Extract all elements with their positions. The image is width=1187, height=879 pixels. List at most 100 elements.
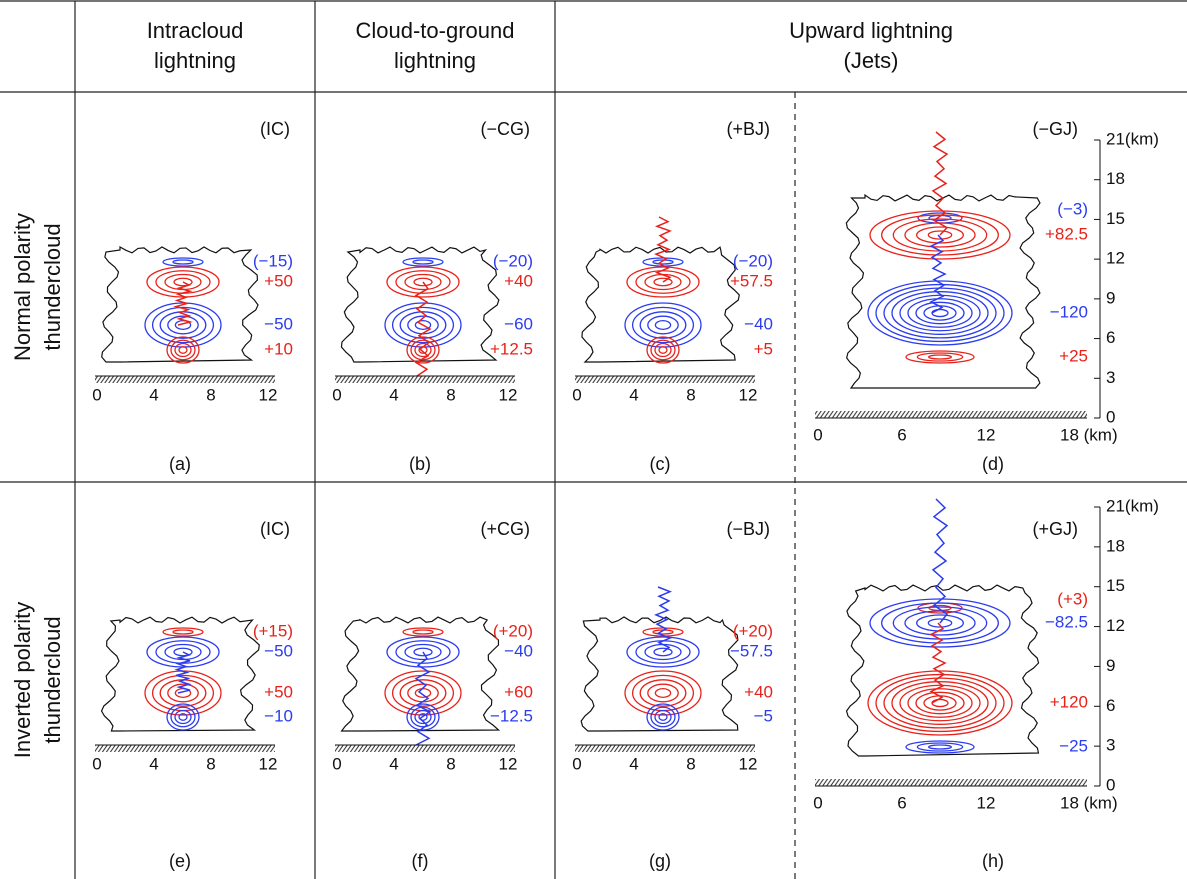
row-header: Inverted polarity xyxy=(10,602,35,759)
charge-contour xyxy=(932,699,948,706)
y-tick-label: 9 xyxy=(1106,288,1115,307)
ground-hatch xyxy=(335,745,515,752)
charge-contour xyxy=(175,344,191,357)
x-tick-label: 12 xyxy=(739,754,758,773)
charge-contour xyxy=(625,671,701,715)
charge-contour xyxy=(900,295,980,331)
panel-caption: (b) xyxy=(409,454,431,474)
charge-label: (+20) xyxy=(493,621,533,640)
charge-contour xyxy=(876,285,1004,342)
ground-hatch xyxy=(95,376,275,383)
x-tick-label: 4 xyxy=(389,754,398,773)
charge-contour xyxy=(168,316,198,334)
x-tick-label: 0 xyxy=(332,754,341,773)
y-tick-label: 6 xyxy=(1106,696,1115,715)
charge-contour xyxy=(908,689,972,717)
x-tick-label: 8 xyxy=(686,754,695,773)
x-tick-label: 6 xyxy=(897,425,906,444)
charge-label: −40 xyxy=(744,314,773,333)
charge-label: −60 xyxy=(504,314,533,333)
charge-contour xyxy=(415,689,430,698)
x-tick-label: 18 (km) xyxy=(1060,425,1118,444)
charge-label: +40 xyxy=(744,682,773,701)
panel-caption: (e) xyxy=(169,851,191,871)
charge-contour xyxy=(655,321,670,330)
charge-contour xyxy=(393,675,454,710)
y-tick-label: 21(km) xyxy=(1106,129,1159,148)
x-tick-label: 12 xyxy=(977,425,996,444)
y-tick-label: 9 xyxy=(1106,656,1115,675)
y-tick-label: 15 xyxy=(1106,209,1125,228)
x-tick-label: 12 xyxy=(259,385,278,404)
charge-contour xyxy=(655,711,671,724)
charge-contour xyxy=(929,745,952,749)
column-header: Intracloud xyxy=(147,18,244,43)
x-tick-label: 12 xyxy=(499,385,518,404)
row-header: thundercloud xyxy=(40,616,65,743)
panel-tag: (IC) xyxy=(260,519,290,539)
charge-contour xyxy=(168,684,198,702)
x-tick-label: 0 xyxy=(572,385,581,404)
figure: IntracloudlightningCloud-to-groundlightn… xyxy=(0,0,1187,879)
lightning-channel xyxy=(933,499,947,623)
ground-hatch xyxy=(815,411,1087,418)
charge-label: (+20) xyxy=(733,621,773,640)
y-tick-label: 3 xyxy=(1106,736,1115,755)
panel-tag: (+CG) xyxy=(481,519,531,539)
charge-label: +50 xyxy=(264,682,293,701)
panel-caption: (c) xyxy=(650,454,671,474)
x-tick-label: 4 xyxy=(629,754,638,773)
charge-label: −50 xyxy=(264,314,293,333)
panel-tag: (−CG) xyxy=(481,119,531,139)
ground-hatch xyxy=(335,376,515,383)
x-tick-label: 12 xyxy=(499,754,518,773)
x-tick-label: 18 (km) xyxy=(1060,793,1118,812)
charge-label: (−20) xyxy=(733,251,773,270)
charge-label: (+15) xyxy=(253,621,293,640)
column-header: lightning xyxy=(154,48,236,73)
column-header: Upward lightning xyxy=(789,18,953,43)
charge-contour xyxy=(900,685,980,721)
charge-label: +57.5 xyxy=(730,271,773,290)
x-tick-label: 4 xyxy=(149,385,158,404)
x-tick-label: 0 xyxy=(813,425,822,444)
page: IntracloudlightningCloud-to-groundlightn… xyxy=(0,0,1187,879)
charge-label: +50 xyxy=(264,271,293,290)
charge-contour xyxy=(179,347,187,354)
charge-contour xyxy=(163,628,203,636)
charge-label: +40 xyxy=(504,271,533,290)
x-tick-label: 8 xyxy=(206,754,215,773)
row-header: Normal polarity xyxy=(10,213,35,361)
charge-contour xyxy=(655,689,670,698)
charge-contour xyxy=(415,344,431,357)
x-tick-label: 8 xyxy=(446,385,455,404)
charge-contour xyxy=(868,281,1012,345)
charge-label: (+3) xyxy=(1057,589,1088,608)
panel-caption: (g) xyxy=(649,851,671,871)
x-tick-label: 4 xyxy=(389,385,398,404)
y-tick-label: 12 xyxy=(1106,249,1125,268)
y-tick-label: 0 xyxy=(1106,407,1115,426)
panel-tag: (−GJ) xyxy=(1032,119,1078,139)
charge-label: −120 xyxy=(1050,302,1088,321)
panel-tag: (IC) xyxy=(260,119,290,139)
charge-label: +82.5 xyxy=(1045,224,1088,243)
row-header: thundercloud xyxy=(40,223,65,350)
y-tick-label: 18 xyxy=(1106,169,1125,188)
lightning-channel xyxy=(176,652,190,693)
x-tick-label: 12 xyxy=(977,793,996,812)
charge-label: −10 xyxy=(264,706,293,725)
charge-contour xyxy=(917,353,962,361)
x-tick-label: 4 xyxy=(629,385,638,404)
x-tick-label: 8 xyxy=(686,385,695,404)
charge-contour xyxy=(633,675,694,710)
charge-contour xyxy=(917,743,962,751)
column-header: Cloud-to-ground xyxy=(356,18,515,43)
charge-label: +12.5 xyxy=(490,339,533,358)
panel-caption: (h) xyxy=(982,851,1004,871)
charge-contour xyxy=(173,630,193,634)
y-tick-label: 12 xyxy=(1106,616,1125,635)
charge-contour xyxy=(648,316,678,334)
x-tick-label: 0 xyxy=(572,754,581,773)
panel-tag: (+GJ) xyxy=(1032,519,1078,539)
